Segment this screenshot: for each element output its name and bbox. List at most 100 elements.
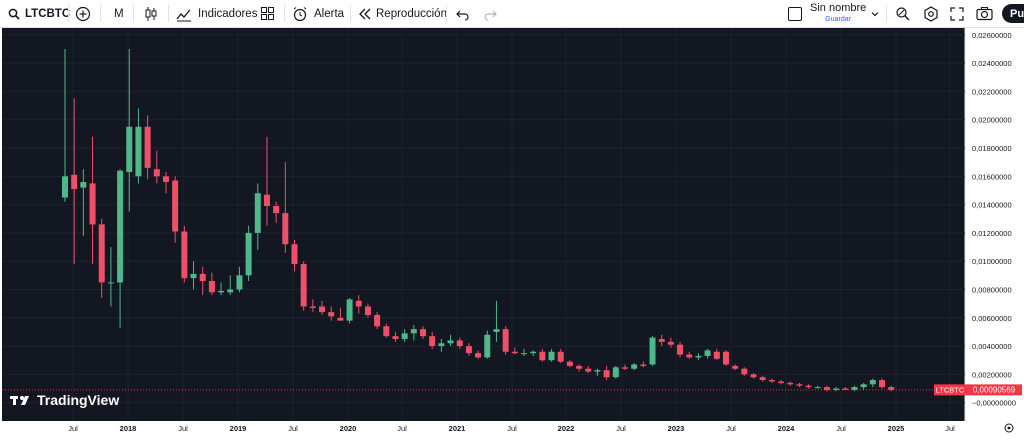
candles: [62, 48, 895, 392]
candle-body-down: [722, 351, 729, 365]
last-price-tag-text: 0,00090569: [973, 386, 1016, 395]
compare-button[interactable]: [75, 0, 91, 27]
tradingview-logo-icon: [10, 396, 29, 405]
divider: [133, 5, 134, 22]
candle-body-down: [502, 329, 509, 352]
layout-name-button[interactable]: Sin nombre Guardar: [810, 1, 866, 27]
time-tick-label: Jul: [178, 424, 188, 433]
divider: [68, 5, 69, 22]
candle-body-up: [346, 299, 353, 321]
replay-button[interactable]: Reproducción: [358, 0, 447, 27]
redo-button[interactable]: [483, 0, 497, 27]
settings-button[interactable]: [923, 0, 939, 27]
watermark-text: TradingView: [37, 392, 119, 408]
time-axis[interactable]: [0, 421, 1024, 435]
candle-body-up: [548, 351, 555, 361]
candle-body-down: [98, 224, 105, 283]
divider: [100, 5, 101, 22]
layout-select-checkbox[interactable]: [788, 0, 802, 27]
candle-body-up: [493, 329, 500, 332]
candle-body-down: [337, 317, 344, 321]
candle-body-down: [888, 387, 895, 390]
price-tick-label: 0,02000000: [972, 116, 1012, 125]
candle-body-down: [741, 368, 748, 375]
candle-body-up: [401, 333, 408, 340]
candle-body-down: [621, 367, 628, 369]
candles-icon: [145, 6, 157, 21]
tradingview-watermark: TradingView: [10, 392, 119, 408]
candlestick-chart[interactable]: 0,02600000 0,02400000 0,02200000 0,02000000…: [0, 28, 1024, 435]
candle-body-down: [383, 326, 390, 337]
symbol-price-tag-text: LTCBTC: [936, 386, 965, 395]
candle-body-down: [364, 306, 371, 315]
candle-body-down: [585, 368, 592, 372]
candle-body-up: [612, 367, 619, 378]
time-tick-label: 2020: [340, 424, 357, 433]
candle-body-down: [456, 340, 463, 347]
candle-body-down: [879, 380, 886, 388]
candle-body-down: [71, 174, 78, 190]
top-toolbar: LTCBTC M Indicadores Alerta Reproducción…: [0, 0, 1024, 28]
candle-body-up: [594, 370, 601, 372]
price-tick-label: 0,01600000: [972, 172, 1012, 181]
candle-body-down: [328, 312, 335, 317]
symbol-search-button[interactable]: LTCBTC: [8, 0, 70, 27]
candle-body-up: [135, 126, 142, 177]
candle-body-down: [300, 264, 307, 307]
divider: [168, 5, 169, 22]
interval-button[interactable]: M: [114, 0, 124, 27]
chart-area[interactable]: 0,02600000 0,02400000 0,02200000 0,02000000…: [0, 28, 1024, 435]
candle-body-up: [704, 350, 711, 356]
indicators-button[interactable]: Indicadores: [176, 0, 257, 27]
publish-label: Pu: [1010, 7, 1024, 20]
candle-body-down: [511, 351, 518, 354]
candle-body-up: [126, 126, 133, 173]
undo-button[interactable]: [456, 0, 470, 27]
alert-button[interactable]: Alerta: [292, 0, 344, 27]
price-tick-label: 0,01400000: [972, 201, 1012, 210]
candle-body-down: [199, 273, 206, 282]
candle-body-up: [410, 329, 417, 334]
candle-body-down: [759, 377, 766, 381]
candle-body-up: [860, 384, 867, 388]
time-axis-settings-button[interactable]: [1004, 423, 1014, 433]
chart-type-button[interactable]: [143, 0, 159, 27]
candle-body-down: [282, 213, 289, 245]
candle-body-up: [227, 289, 234, 293]
candle-body-down: [539, 351, 546, 361]
price-axis[interactable]: [965, 28, 1024, 421]
candle-body-up: [833, 388, 840, 390]
candle-body-down: [475, 353, 482, 358]
candle-body-up: [438, 343, 445, 347]
candle-body-down: [667, 341, 674, 345]
time-tick-label: 2022: [558, 424, 575, 433]
candle-body-up: [80, 181, 87, 188]
fullscreen-button[interactable]: [950, 0, 964, 27]
symbol-price-tag: [934, 384, 967, 396]
layout-square-icon: [788, 6, 802, 21]
candle-body-up: [447, 340, 454, 344]
candle-body-down: [420, 329, 427, 337]
templates-button[interactable]: [260, 0, 275, 27]
price-tick-label: 0,00800000: [972, 285, 1012, 294]
time-tick-label: 2023: [668, 424, 685, 433]
candle-body-down: [805, 385, 812, 388]
publish-button[interactable]: Pu: [1002, 4, 1024, 23]
gear-icon: [924, 5, 938, 22]
candle-body-down: [796, 384, 803, 386]
candle-body-up: [254, 193, 261, 233]
rewind-icon: [359, 8, 371, 19]
candle-body-down: [144, 126, 151, 168]
layout-dropdown-button[interactable]: [871, 0, 879, 27]
time-tick-label: Jul: [616, 424, 626, 433]
layout-name: Sin nombre: [810, 2, 867, 14]
candle-body-down: [842, 388, 849, 390]
plus-circle-icon: [75, 6, 91, 21]
candle-body-down: [603, 370, 610, 378]
snapshot-button[interactable]: [976, 0, 993, 27]
time-tick-label: Jul: [68, 424, 78, 433]
candle-body-down: [208, 281, 215, 293]
price-tick-label: 0,00200000: [972, 370, 1012, 379]
quick-search-button[interactable]: [895, 0, 911, 27]
price-tick-label: 0,02200000: [972, 87, 1012, 96]
